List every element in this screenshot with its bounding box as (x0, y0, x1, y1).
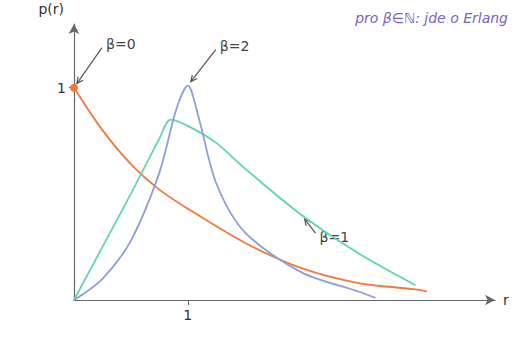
svg-text:r: r (503, 292, 509, 308)
svg-text:β=1: β=1 (319, 229, 350, 246)
svg-text:β=2: β=2 (220, 38, 250, 54)
svg-text:1: 1 (183, 307, 192, 323)
svg-text:p(r): p(r) (38, 1, 64, 17)
svg-text:pro β∈ℕ: jde o Erlang: pro β∈ℕ: jde o Erlang (354, 10, 508, 26)
svg-text:β=0: β=0 (106, 36, 136, 52)
svg-text:1: 1 (57, 80, 66, 96)
